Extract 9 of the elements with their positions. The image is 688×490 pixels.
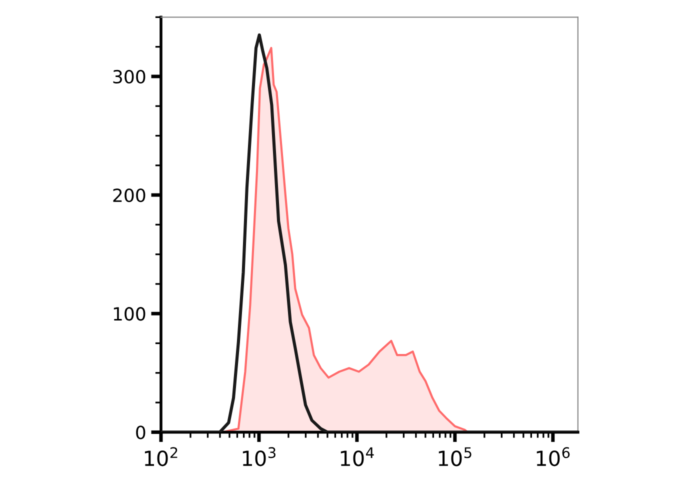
x-tick-label: 10$^{2}$ — [144, 447, 178, 466]
x-tick-label: 10$^{3}$ — [242, 447, 276, 466]
y-tick-label: 200 — [113, 188, 146, 202]
y-tick-label: 300 — [113, 70, 146, 84]
x-tick-label: 10$^{5}$ — [438, 447, 472, 466]
y-tick-label: 0 — [136, 426, 146, 440]
x-tick-label: 10$^{4}$ — [340, 447, 374, 466]
x-tick-label: 10$^{6}$ — [536, 447, 570, 466]
y-tick-label: 100 — [114, 307, 146, 321]
